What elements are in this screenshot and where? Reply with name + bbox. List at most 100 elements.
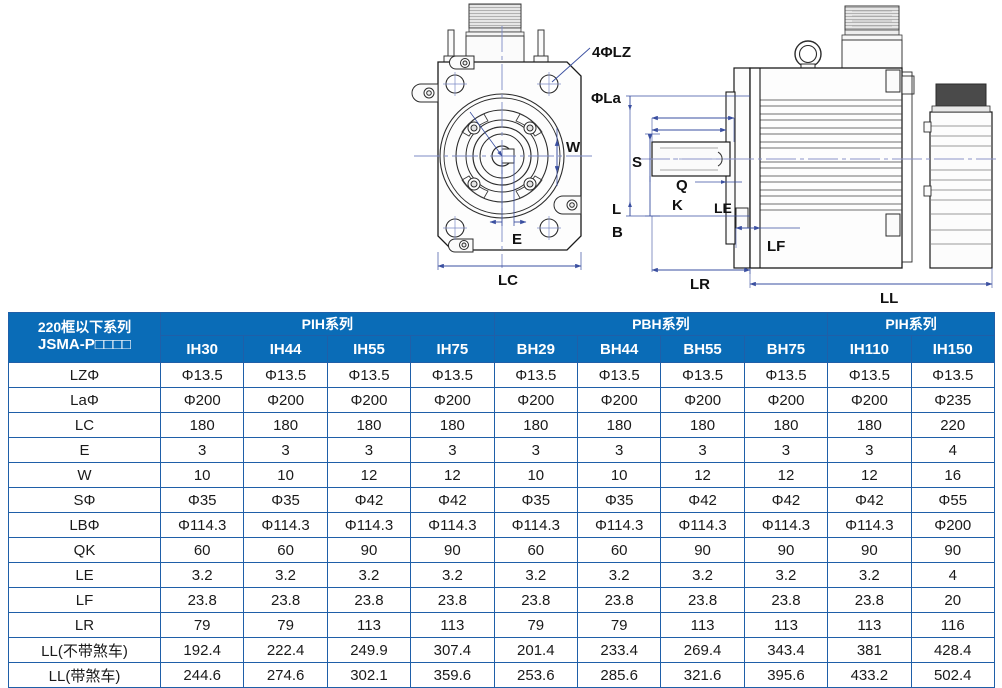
- table-cell: 113: [660, 612, 745, 638]
- table-cell: 113: [410, 612, 495, 638]
- table-cell: 274.6: [243, 662, 328, 688]
- dim-lc: LC: [437, 252, 582, 289]
- table-model-header: BH44: [576, 335, 662, 363]
- table-cell: Φ200: [576, 387, 662, 413]
- table-cell: 253.6: [493, 662, 578, 688]
- table-cell: Φ200: [660, 387, 745, 413]
- table-row: QK 60 60 90 90 60 60 90 90 90 90: [8, 537, 995, 563]
- motor-side-view: [640, 5, 996, 269]
- table-cell: 3: [827, 437, 912, 463]
- table-cell: 233.4: [576, 637, 662, 663]
- table-cell: 3.2: [410, 562, 495, 588]
- table-cell: 3: [326, 437, 412, 463]
- table-model-header: BH55: [660, 335, 745, 363]
- table-row-label: QK: [8, 537, 161, 563]
- table-cell: Φ13.5: [243, 362, 328, 388]
- table-cell: 180: [576, 412, 662, 438]
- table-cell: Φ235: [910, 387, 995, 413]
- table-cell: Φ114.3: [159, 512, 245, 538]
- table-row-label: LZΦ: [8, 362, 161, 388]
- dim-q: Q: [651, 127, 727, 194]
- front-mount-lugs: [411, 55, 582, 253]
- side-eyebolt: [794, 40, 822, 72]
- table-cell: Φ42: [827, 487, 912, 513]
- table-cell: Φ42: [743, 487, 829, 513]
- front-centerlines: [414, 26, 596, 268]
- dim-label-s: S: [632, 154, 642, 171]
- table-cell: Φ42: [326, 487, 412, 513]
- table-cell: Φ200: [743, 387, 829, 413]
- table-cell: 23.8: [159, 587, 245, 613]
- table-cell: 113: [827, 612, 912, 638]
- table-cell: 502.4: [910, 662, 995, 688]
- table-cell: 302.1: [326, 662, 412, 688]
- table-cell: 116: [910, 612, 995, 638]
- table-cell: 23.8: [827, 587, 912, 613]
- table-cell: 23.8: [410, 587, 495, 613]
- specification-table: 220框以下系列 JSMA-P□□□□ PIH系列 PBH系列 PIH系列 IH30…: [8, 312, 995, 688]
- bolt-circle-leader: [469, 111, 503, 157]
- table-cell: 12: [660, 462, 745, 488]
- table-cell: 10: [243, 462, 328, 488]
- table-cell: Φ13.5: [493, 362, 578, 388]
- dim-w: W: [554, 128, 581, 186]
- dim-label-lr: LR: [690, 276, 710, 293]
- table-cell: 3: [410, 437, 495, 463]
- table-cell: Φ200: [410, 387, 495, 413]
- drawing-canvas: W E 4ΦLZ ΦLa LC: [411, 3, 996, 307]
- dim-label-phi-la: ΦLa: [591, 90, 621, 107]
- table-cell: 20: [910, 587, 995, 613]
- table-cell: 220: [910, 412, 995, 438]
- table-cell: 10: [493, 462, 578, 488]
- table-cell: Φ35: [159, 487, 245, 513]
- technical-drawing: W E 4ΦLZ ΦLa LC: [0, 0, 1002, 310]
- dim-label-b: B: [612, 224, 623, 241]
- table-cell: 3.2: [326, 562, 412, 588]
- dim-label-l: L: [612, 201, 621, 218]
- dim-ll: LL: [749, 268, 993, 307]
- table-cell: 433.2: [827, 662, 912, 688]
- table-cell: 90: [743, 537, 829, 563]
- table-cell: 180: [243, 412, 328, 438]
- table-cell: Φ200: [910, 512, 995, 538]
- table-cell: 222.4: [243, 637, 328, 663]
- table-cell: 307.4: [410, 637, 495, 663]
- table-row: W 10 10 12 12 10 10 12 12 12 16: [8, 462, 995, 488]
- side-cooling-fins: [760, 99, 902, 211]
- table-cell: 180: [827, 412, 912, 438]
- table-row-label: LE: [8, 562, 161, 588]
- table-cell: 180: [493, 412, 578, 438]
- table-cell: 12: [743, 462, 829, 488]
- dim-label-lc: LC: [498, 272, 518, 289]
- table-cell: Φ13.5: [660, 362, 745, 388]
- table-model-header: IH110: [827, 335, 912, 363]
- table-cell: 3.2: [827, 562, 912, 588]
- dim-four-phi-lz: 4ΦLZ: [551, 44, 631, 83]
- table-cell: Φ13.5: [827, 362, 912, 388]
- table-cell: 23.8: [743, 587, 829, 613]
- front-corner-hole-centerlines: [443, 72, 561, 240]
- table-cell: 3.2: [243, 562, 328, 588]
- table-row: LE 3.2 3.2 3.2 3.2 3.2 3.2 3.2 3.2 3.2 4: [8, 562, 995, 588]
- table-cell: Φ55: [910, 487, 995, 513]
- table-cell: Φ200: [159, 387, 245, 413]
- table-cell: Φ35: [576, 487, 662, 513]
- table-cell: 244.6: [159, 662, 245, 688]
- side-front-flange: [733, 67, 751, 269]
- table-cell: 3: [243, 437, 328, 463]
- table-row-label: LC: [8, 412, 161, 438]
- table-cell: 343.4: [743, 637, 829, 663]
- dim-s: S: [632, 133, 660, 217]
- table-row-label: W: [8, 462, 161, 488]
- table-cell: Φ200: [827, 387, 912, 413]
- table-cell: 90: [326, 537, 412, 563]
- table-cell: 60: [493, 537, 578, 563]
- specification-table-container: 220框以下系列 JSMA-P□□□□ PIH系列 PBH系列 PIH系列 IH30…: [8, 312, 995, 688]
- table-cell: 3: [493, 437, 578, 463]
- table-row-label: LR: [8, 612, 161, 638]
- dim-label-four-phi-lz: 4ΦLZ: [592, 44, 631, 61]
- table-row-label: SΦ: [8, 487, 161, 513]
- table-cell: Φ114.3: [660, 512, 745, 538]
- table-cell: 269.4: [660, 637, 745, 663]
